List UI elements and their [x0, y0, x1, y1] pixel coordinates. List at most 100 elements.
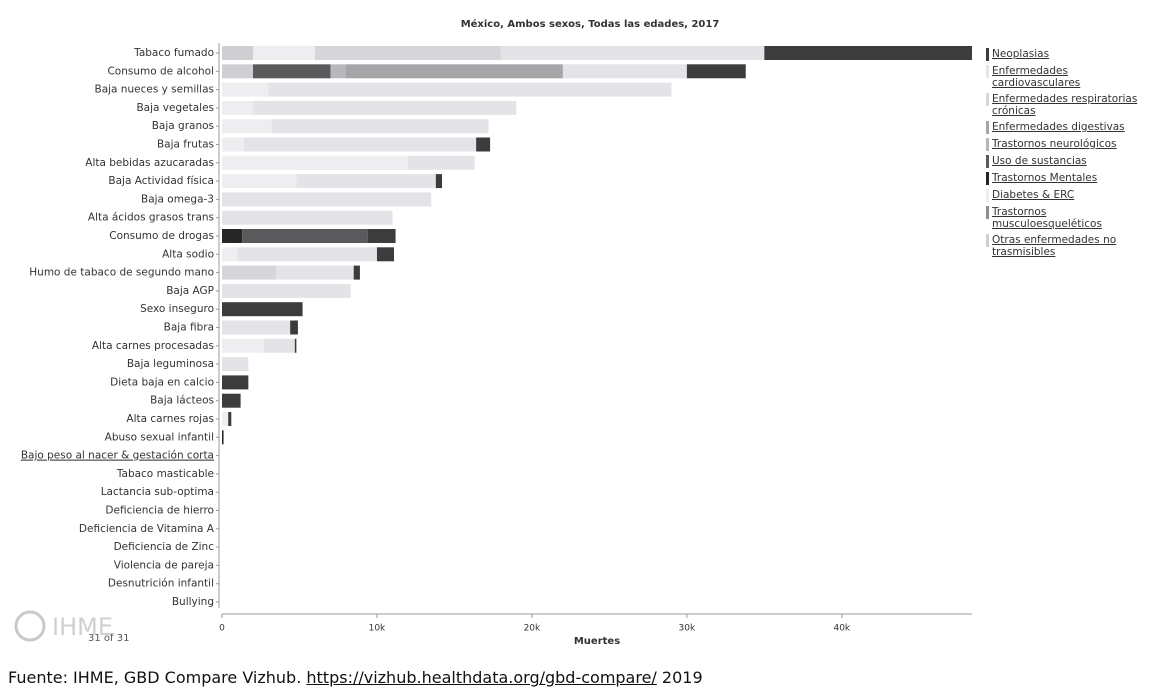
legend-item[interactable]: Neoplasias [986, 48, 1146, 61]
source-prefix: Fuente: IHME, GBD Compare Vizhub. [8, 668, 302, 687]
bar-segment [296, 174, 436, 189]
bar-segment [222, 210, 393, 225]
bar-segment [252, 100, 517, 115]
bar-segment [252, 64, 331, 79]
legend-swatch [986, 206, 989, 219]
y-tick-label: Consumo de drogas [109, 230, 214, 242]
legend-label[interactable]: Neoplasias [992, 48, 1050, 60]
bar-segment [276, 265, 354, 280]
legend-item[interactable]: Enfermedades cardiovasculares [986, 65, 1146, 89]
source-url[interactable]: https://vizhub.healthdata.org/gbd-compar… [306, 668, 657, 687]
bar-segment [222, 375, 249, 390]
y-tick-label: Lactancia sub-optima [101, 486, 214, 498]
legend-item[interactable]: Enfermedades respiratorias crónicas [986, 93, 1146, 117]
bar-segment [222, 119, 272, 134]
bar-segment [222, 302, 303, 317]
y-tick-label: Dieta baja en calcio [110, 376, 214, 388]
y-tick-label: Sexo inseguro [140, 303, 214, 315]
bar-segment [330, 64, 346, 79]
bar-segment [407, 155, 475, 170]
y-tick-label: Baja lácteos [150, 395, 214, 407]
bar-segment [222, 46, 253, 60]
y-tick-label: Deficiencia de Vitamina A [79, 523, 215, 535]
bar-segment [345, 64, 563, 79]
y-tick-label: Tabaco masticable [116, 468, 214, 480]
bar-segment [764, 46, 972, 60]
bar-segment [222, 155, 408, 170]
x-tick-label: 30k [679, 624, 696, 634]
legend-label[interactable]: Enfermedades respiratorias crónicas [992, 93, 1138, 117]
legend-item[interactable]: Trastornos neurológicos [986, 138, 1146, 151]
logo: IHME [14, 610, 113, 642]
y-tick-label: Alta carnes rojas [126, 413, 214, 425]
legend-label[interactable]: Trastornos neurológicos [992, 138, 1117, 150]
bar-segment [263, 338, 295, 353]
legend-swatch [986, 65, 989, 78]
bar-segment [222, 357, 249, 372]
legend-label[interactable]: Otras enfermedades no trasmisibles [992, 234, 1117, 258]
bar-segment [222, 174, 297, 189]
legend-swatch [986, 189, 989, 202]
bar-segment [367, 229, 396, 243]
y-tick-label: Alta sodio [162, 248, 214, 260]
bar-segment [237, 247, 377, 262]
y-tick-label: Bajo peso al nacer & gestación corta [21, 450, 214, 462]
legend-item[interactable]: Otras enfermedades no trasmisibles [986, 234, 1146, 258]
bar-segment [252, 46, 315, 60]
legend-item[interactable]: Trastornos musculoesqueléticos [986, 206, 1146, 230]
y-tick-label: Abuso sexual infantil [105, 431, 214, 443]
y-tick-label: Baja omega-3 [141, 193, 214, 205]
y-tick-label: Baja fibra [164, 322, 214, 334]
y-tick-label: Bullying [172, 596, 214, 608]
bar-segment [222, 229, 243, 243]
bar-segment [222, 283, 351, 298]
y-tick-label: Baja AGP [166, 285, 214, 297]
logo-text: IHME [52, 613, 113, 641]
bar-segment [222, 393, 241, 408]
x-tick-label: 40k [833, 624, 850, 634]
legend-item[interactable]: Trastornos Mentales [986, 172, 1146, 185]
y-tick-label: Humo de tabaco de segundo mano [29, 267, 214, 279]
chart: México, Ambos sexos, Todas las edades, 2… [14, 18, 972, 647]
bar-segment [222, 247, 238, 262]
bar-segment [500, 46, 765, 60]
bar-segment [294, 338, 297, 353]
bar-segment [242, 229, 368, 243]
legend-label[interactable]: Diabetes & ERC [992, 189, 1075, 201]
legend-item[interactable]: Uso de sustancias [986, 155, 1146, 168]
bar-segment [435, 174, 443, 189]
bar-segment [314, 46, 501, 60]
bar-segment [268, 82, 672, 97]
y-tick-label: Alta carnes procesadas [92, 340, 214, 352]
bar-segment [686, 64, 746, 79]
bar-segment [228, 412, 232, 426]
logo-icon [14, 610, 46, 642]
footer: Fuente: IHME, GBD Compare Vizhub. https:… [8, 668, 703, 687]
legend-label[interactable]: Trastornos Mentales [992, 172, 1098, 184]
y-tick-label: Alta bebidas azucaradas [85, 157, 214, 169]
bar-segment [271, 119, 489, 134]
bar-segment [476, 137, 491, 152]
legend-label[interactable]: Uso de sustancias [992, 155, 1087, 167]
legend-label[interactable]: Enfermedades cardiovasculares [992, 65, 1081, 89]
legend-item[interactable]: Enfermedades digestivas [986, 121, 1146, 134]
legend-label[interactable]: Enfermedades digestivas [992, 121, 1125, 133]
bar-segment [222, 430, 224, 445]
y-tick-label: Baja leguminosa [127, 358, 214, 370]
y-tick-label: Baja Actividad física [108, 175, 214, 187]
x-axis-label: Muertes [574, 636, 620, 647]
y-tick-label: Baja frutas [157, 139, 214, 151]
legend-label[interactable]: Trastornos musculoesqueléticos [992, 206, 1102, 230]
y-tick-label: Tabaco fumado [133, 47, 214, 59]
legend-item[interactable]: Diabetes & ERC [986, 189, 1146, 202]
y-tick-label: Consumo de alcohol [107, 65, 214, 77]
bar-segment [376, 247, 395, 262]
y-tick-label: Deficiencia de hierro [105, 505, 214, 517]
x-tick-label: 10k [369, 624, 386, 634]
bar-segment [562, 64, 687, 79]
bar-segment [290, 320, 298, 335]
y-tick-label: Desnutrición infantil [108, 578, 214, 590]
y-tick-label: Alta ácidos grasos trans [88, 212, 214, 224]
legend-swatch [986, 138, 989, 151]
